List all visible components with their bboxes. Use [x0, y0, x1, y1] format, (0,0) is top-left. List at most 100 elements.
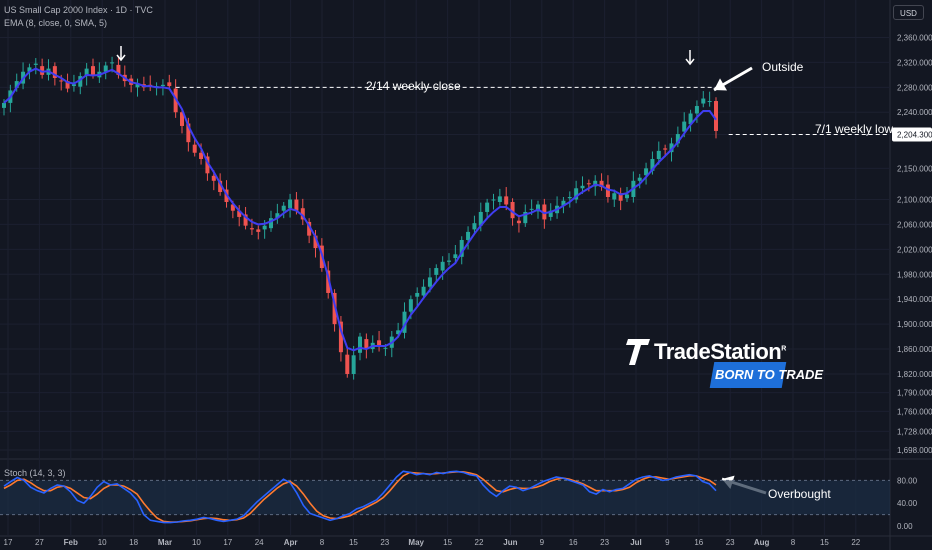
candle-body: [567, 197, 572, 199]
candle-body: [135, 84, 140, 88]
time-tick-label: Mar: [158, 538, 172, 547]
time-tick-label: 10: [192, 538, 201, 547]
price-tick-label: 1,980.0000: [897, 270, 932, 279]
candle-body: [485, 202, 490, 212]
candle-body: [358, 336, 362, 353]
outside-annotation: Outside: [762, 60, 804, 74]
price-level-tag: [892, 127, 932, 142]
candle-body: [529, 208, 534, 210]
candle-body: [434, 268, 439, 275]
candle-body: [415, 292, 420, 297]
candle-body: [497, 196, 502, 202]
time-tick-label: 16: [694, 538, 703, 547]
candle-body: [351, 355, 356, 374]
time-tick-label: 24: [255, 538, 264, 547]
candle-body: [440, 261, 445, 271]
candle-body: [421, 286, 426, 296]
ema-line: [3, 67, 717, 352]
candle-body: [313, 235, 318, 249]
candle-body: [27, 67, 32, 72]
brand-tagline: BORN TO TRADE: [715, 367, 824, 382]
candle-body: [326, 270, 331, 293]
time-tick-label: Jul: [630, 538, 642, 547]
candle-body: [523, 211, 528, 224]
candle-body: [466, 231, 471, 240]
candle-body: [707, 101, 712, 103]
candle-body: [294, 199, 299, 211]
candle-body: [472, 223, 477, 230]
time-tick-label: 22: [851, 538, 860, 547]
candle-body: [504, 196, 509, 205]
ema-indicator-label[interactable]: EMA (8, close, 0, SMA, 5): [4, 18, 108, 28]
candle-body: [701, 98, 706, 104]
stoch-tick-label: 80.00: [897, 476, 918, 485]
candle-body: [91, 66, 95, 75]
price-tick-label: 1,790.0000: [897, 389, 932, 398]
candle-body: [650, 158, 655, 171]
candle-body: [71, 84, 76, 87]
price-tick-label: 2,100.0000: [897, 195, 932, 204]
candle-body: [682, 121, 687, 132]
candle-body: [542, 204, 547, 220]
price-tick-label: 2,320.0000: [897, 58, 932, 67]
candle-body: [237, 210, 242, 217]
outside-pointer-arrow-icon-head: [714, 78, 728, 91]
candle-body: [218, 180, 223, 193]
stoch-tick-label: 0.00: [897, 522, 913, 531]
candle-body: [78, 76, 83, 87]
time-tick-label: Jun: [503, 538, 517, 547]
candle-body: [580, 185, 585, 189]
candle-body: [669, 143, 674, 153]
candle-body: [65, 81, 70, 89]
candle-body: [536, 204, 540, 212]
price-tick-label: 1,940.0000: [897, 295, 932, 304]
candle-body: [612, 193, 617, 200]
candle-body: [307, 221, 312, 236]
price-tick-label: 2,360.0000: [897, 33, 932, 42]
price-tick-label: 1,698.0000: [897, 446, 932, 455]
candle-body: [281, 205, 286, 211]
weekly-low-annotation: 7/1 weekly low: [815, 122, 893, 136]
candle-body: [288, 199, 293, 209]
candle-body: [694, 106, 699, 114]
stoch-d-line: [3, 471, 717, 523]
time-tick-label: 16: [569, 538, 578, 547]
candle-body: [586, 183, 591, 185]
stoch-indicator-label: Stoch (14, 3, 3): [4, 468, 66, 478]
candle-body: [192, 144, 197, 153]
candle-body: [14, 81, 19, 88]
candle-body: [160, 84, 165, 87]
candle-body: [663, 148, 668, 150]
candle-body: [453, 254, 458, 259]
candle-body: [644, 168, 649, 176]
candle-body: [714, 101, 718, 131]
price-tick-label: 1,860.0000: [897, 345, 932, 354]
price-tick-label: 2,150.0000: [897, 164, 932, 173]
time-tick-label: May: [408, 538, 424, 547]
time-tick-label: 8: [320, 538, 325, 547]
candle-body: [447, 260, 451, 262]
candle-body: [205, 156, 210, 174]
candle-body: [675, 134, 680, 144]
time-tick-label: 15: [820, 538, 829, 547]
candle-body: [33, 63, 38, 65]
time-tick-label: 15: [443, 538, 452, 547]
candle-body: [300, 208, 305, 220]
candle-body: [491, 199, 496, 201]
candle-body: [243, 214, 248, 226]
candle-body: [516, 220, 521, 224]
candle-body: [59, 80, 64, 82]
candle-body: [345, 354, 350, 374]
down-arrow-right-icon-head: [685, 58, 695, 66]
time-tick-label: Apr: [284, 538, 298, 547]
candle-body: [338, 321, 343, 353]
candle-body: [625, 194, 629, 199]
candle-body: [262, 225, 267, 230]
currency-button[interactable]: USD: [893, 5, 924, 20]
candle-body: [52, 66, 57, 78]
symbol-title[interactable]: US Small Cap 2000 Index · 1D · TVC: [4, 5, 153, 15]
candle-body: [408, 299, 413, 312]
brand-name: TradeStation: [654, 339, 782, 364]
candle-body: [275, 213, 280, 219]
